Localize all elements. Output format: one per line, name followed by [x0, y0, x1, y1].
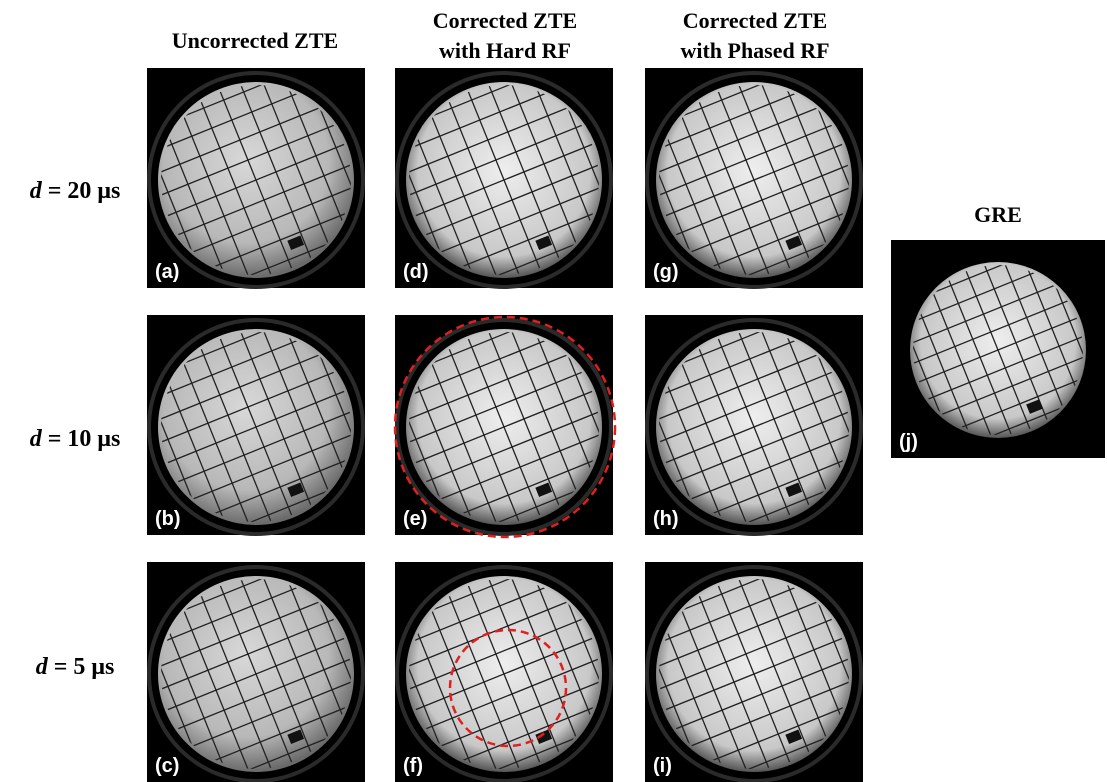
panel-label: (i): [653, 755, 672, 777]
column-header: with Hard RF: [439, 38, 571, 63]
row-variable: d: [30, 426, 43, 452]
panel-label: (f): [403, 755, 423, 777]
row-variable: d: [36, 654, 49, 680]
panel-label: (e): [403, 508, 427, 530]
column-header: Corrected ZTE: [433, 8, 577, 33]
figure: Uncorrected ZTE Corrected ZTE with Hard RF…: [0, 0, 1107, 782]
phantom-image: (b): [116, 287, 397, 568]
column-header: Uncorrected ZTE: [172, 28, 338, 53]
panel-label: (g): [653, 261, 679, 283]
phantom-image: (d): [364, 40, 645, 321]
row-value: = 20 μs: [48, 178, 121, 204]
panel-label: (j): [899, 431, 918, 453]
phantom-image: (h): [614, 287, 895, 568]
column-header: with Phased RF: [680, 38, 829, 63]
phantom-image: (a): [116, 40, 397, 321]
row-label: d= 5 μs: [36, 654, 115, 680]
phantom-image: (c): [116, 534, 397, 782]
phantom-image: (g): [614, 40, 895, 321]
phantom-image: (i): [614, 534, 895, 782]
column-header: Corrected ZTE: [683, 8, 827, 33]
panel-label: (c): [155, 755, 179, 777]
reference-title: GRE: [974, 202, 1022, 227]
panel-label: (d): [403, 261, 429, 283]
row-value: = 10 μs: [48, 426, 121, 452]
panel-label: (h): [653, 508, 679, 530]
row-value: = 5 μs: [54, 654, 115, 680]
panel-label: (a): [155, 261, 179, 283]
panel-label: (b): [155, 508, 181, 530]
row-label: d= 10 μs: [30, 426, 121, 452]
phantom-image: (e): [364, 287, 645, 568]
phantom-image: (j): [872, 224, 1107, 476]
row-label: d= 20 μs: [30, 178, 121, 204]
row-variable: d: [30, 178, 43, 204]
